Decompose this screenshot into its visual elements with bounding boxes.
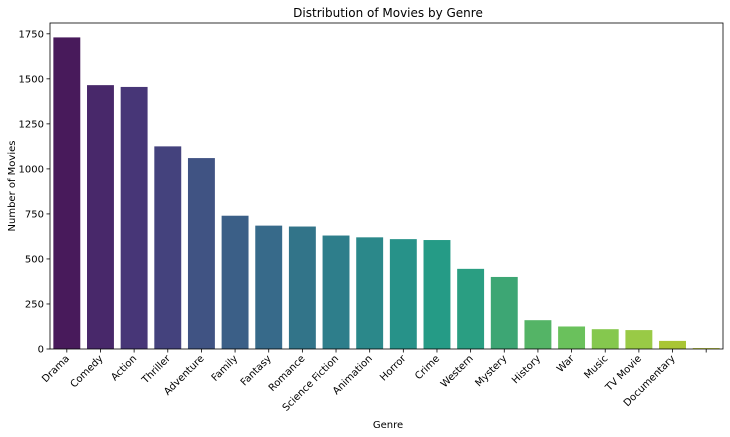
y-tick-label: 1250 bbox=[19, 119, 44, 130]
bar-animation bbox=[356, 237, 384, 349]
bar-music bbox=[591, 329, 619, 349]
bar-history bbox=[524, 320, 552, 349]
bar-crime bbox=[423, 240, 451, 349]
y-axis-label: Number of Movies bbox=[7, 141, 18, 232]
bar-comedy bbox=[87, 85, 114, 349]
y-tick-label: 1000 bbox=[19, 164, 44, 175]
bar-western bbox=[457, 268, 485, 349]
bar-tv-movie bbox=[625, 330, 653, 349]
y-tick-label: 1750 bbox=[19, 29, 44, 40]
y-tick-label: 1500 bbox=[19, 74, 44, 85]
bar-romance bbox=[288, 226, 316, 349]
bar-adventure bbox=[187, 158, 215, 349]
bar-thriller bbox=[154, 146, 182, 349]
bars-group bbox=[53, 37, 720, 350]
bar-horror bbox=[389, 239, 417, 349]
bar-action bbox=[120, 86, 148, 350]
x-axis-label: Genre bbox=[373, 420, 403, 431]
chart-title: Distribution of Movies by Genre bbox=[293, 6, 483, 20]
bar-documentary bbox=[659, 340, 686, 349]
bar-fantasy bbox=[255, 225, 283, 349]
y-tick-label: 750 bbox=[25, 209, 44, 220]
y-tick-label: 500 bbox=[25, 254, 44, 265]
bar-war bbox=[558, 326, 586, 349]
y-axis: 0 250 500 750 1000 1250 1500 1750 bbox=[19, 29, 50, 356]
plot-frame bbox=[49, 22, 724, 350]
bar-unlabeled bbox=[692, 348, 720, 349]
y-tick-label: 0 bbox=[38, 345, 44, 356]
bar-drama bbox=[53, 37, 81, 349]
bar-mystery bbox=[490, 276, 518, 349]
bar-family bbox=[221, 215, 249, 349]
y-tick-label: 250 bbox=[25, 299, 44, 310]
bar-science-fiction bbox=[322, 235, 350, 349]
